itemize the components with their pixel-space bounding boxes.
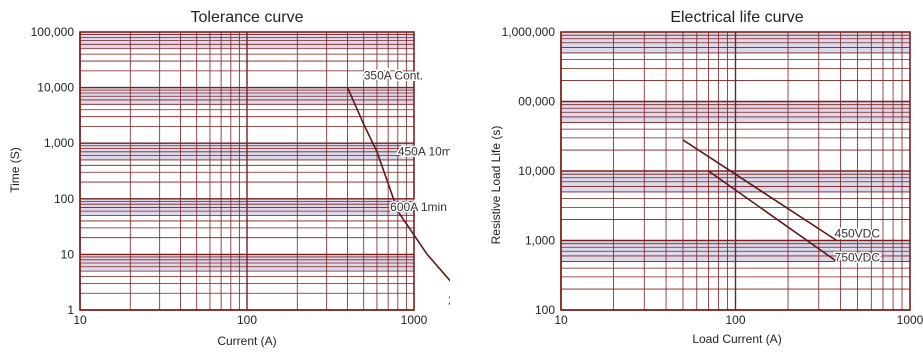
annotation-label: 2000A 1s	[448, 294, 450, 308]
y-tick-label: 100,000	[31, 25, 75, 39]
tolerance-curve-chart: Tolerance curve 10 100 1000 1 10 100 1,000 10,0…	[0, 0, 500, 349]
y-tick-label: 100	[535, 303, 555, 317]
plot-border	[560, 31, 911, 311]
x-tick-label: 10	[73, 313, 87, 327]
plot-border	[79, 31, 415, 311]
annotation-label: 750VDC	[835, 250, 881, 264]
y-tick-label: 10,000	[37, 81, 74, 95]
y-tick-label: 1,000	[44, 136, 74, 150]
tolerance-curve-svg: Tolerance curve 10 100 10001101001,00010,0…	[8, 9, 500, 348]
series-line	[708, 170, 838, 263]
x-axis-label: Current (A)	[217, 334, 276, 348]
y-axis-label: Resistive Load Life (s)	[489, 126, 503, 245]
annotation-label: 600A 1min	[390, 200, 447, 214]
x-tick-label: 1000	[897, 313, 923, 327]
y-tick-label: 1,000,000	[502, 25, 556, 39]
chart-title: Tolerance curve	[191, 9, 304, 26]
x-tick-label: 1000	[401, 313, 428, 327]
annotation-label: 450A 10min	[398, 145, 450, 159]
x-axis-label: Load Current (A)	[692, 332, 781, 346]
annotation-label: 350A Cont.	[364, 68, 423, 82]
x-tick-label: 100	[725, 313, 745, 327]
x-tick-label: 100	[237, 313, 257, 327]
y-tick-label: 10	[61, 247, 75, 261]
plot-area: 10 100 10001001,00010,00000,0001,000,00045…	[502, 25, 923, 327]
electrical-life-curve-svg: Electrical life curve 10 100 10001001,0001…	[489, 9, 923, 346]
y-axis-label: Time (S)	[8, 147, 22, 193]
y-tick-label: 10,000	[518, 164, 555, 178]
chart-title: Electrical life curve	[670, 9, 803, 26]
series-line	[346, 87, 476, 311]
y-tick-label: 1	[67, 303, 74, 317]
y-tick-label: 100	[54, 192, 74, 206]
annotation-label: 450VDC	[835, 227, 881, 241]
x-tick-label: 10	[554, 313, 568, 327]
electrical-life-curve-chart: Electrical life curve 10 100 1000 100 1,000 1…	[470, 0, 923, 349]
y-tick-label: 00,000	[518, 95, 555, 109]
y-tick-label: 1,000	[525, 234, 555, 248]
series-line	[682, 139, 838, 242]
